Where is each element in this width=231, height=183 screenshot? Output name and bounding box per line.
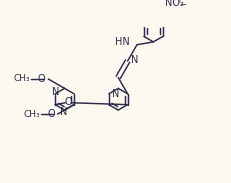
Text: N: N [131, 55, 138, 65]
Text: +: + [176, 0, 182, 3]
Text: CH₃: CH₃ [23, 110, 40, 119]
Text: O: O [38, 74, 45, 84]
Text: HN: HN [115, 37, 129, 47]
Text: O: O [65, 97, 73, 107]
Text: N: N [60, 107, 67, 117]
Text: −: − [179, 0, 186, 9]
Text: N: N [112, 89, 120, 99]
Text: O: O [47, 109, 55, 119]
Text: N: N [52, 87, 59, 97]
Text: CH₃: CH₃ [14, 74, 30, 83]
Text: NO₂: NO₂ [165, 0, 184, 8]
